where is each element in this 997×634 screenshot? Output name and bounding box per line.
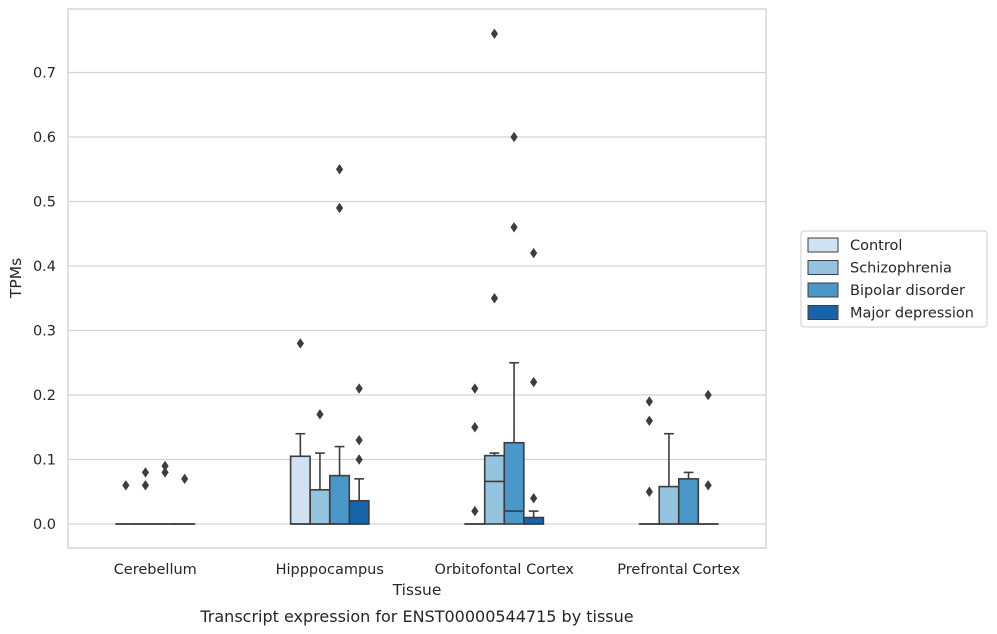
outlier-point bbox=[510, 131, 518, 143]
y-axis-title: TPMs bbox=[7, 258, 25, 299]
box-rect bbox=[658, 485, 680, 525]
outlier-point bbox=[510, 222, 518, 233]
plot-frame bbox=[67, 8, 767, 549]
box-rect bbox=[309, 489, 331, 525]
outlier-point bbox=[471, 505, 479, 517]
box-rect bbox=[523, 516, 545, 525]
outlier-point bbox=[530, 493, 538, 504]
box-group bbox=[134, 467, 156, 525]
outlier-point bbox=[355, 383, 363, 394]
boxes bbox=[115, 28, 719, 525]
box-group bbox=[174, 473, 196, 525]
outlier-point bbox=[335, 202, 344, 214]
outlier-point bbox=[645, 415, 653, 426]
box-group bbox=[289, 338, 311, 525]
outlier-point bbox=[296, 338, 304, 349]
legend-swatch bbox=[807, 282, 839, 298]
y-tick-label: 0.7 bbox=[33, 66, 56, 82]
outlier-point bbox=[161, 460, 169, 472]
legend-label: Bipolar disorder bbox=[850, 283, 965, 299]
legend-label: Control bbox=[850, 238, 902, 254]
outlier-point bbox=[530, 247, 538, 259]
outlier-point bbox=[704, 389, 712, 401]
plot-background bbox=[68, 9, 766, 548]
legend-label: Major depression bbox=[850, 306, 974, 322]
x-tick-label: Cerebellum bbox=[114, 562, 197, 578]
box-group bbox=[348, 383, 370, 525]
outlier-point bbox=[355, 454, 363, 465]
legend-frame bbox=[800, 230, 988, 328]
outlier-point bbox=[355, 434, 363, 446]
box-rect bbox=[483, 454, 506, 525]
y-tick-label: 0.2 bbox=[33, 388, 56, 404]
box-rect bbox=[348, 499, 370, 525]
legend-entries: Control Schizophrenia Bipolar disorder Majo… bbox=[807, 237, 974, 322]
outlier-point bbox=[490, 293, 499, 304]
outlier-point bbox=[161, 467, 169, 478]
box-rect bbox=[328, 474, 351, 525]
box-group bbox=[658, 432, 680, 525]
y-tick-label: 0.1 bbox=[33, 453, 56, 469]
box-rect bbox=[289, 455, 311, 525]
outlier-point bbox=[471, 383, 479, 394]
y-tick-label: 0.3 bbox=[33, 324, 56, 340]
x-tick-label: Hipppocampus bbox=[276, 562, 384, 578]
outlier-point bbox=[141, 480, 150, 491]
y-tick-label: 0.0 bbox=[33, 517, 56, 533]
outlier-point bbox=[181, 473, 189, 485]
y-tick-labels: 0.0 0.1 0.2 0.3 0.4 0.5 0.6 0.7 bbox=[33, 66, 56, 534]
box-group bbox=[697, 389, 719, 525]
x-tick-label: Orbitofontal Cortex bbox=[435, 562, 575, 578]
legend-label: Schizophrenia bbox=[850, 261, 952, 277]
y-tick-label: 0.5 bbox=[33, 195, 56, 211]
y-tick-label: 0.4 bbox=[33, 259, 56, 275]
box-rect bbox=[677, 478, 700, 525]
outlier-point bbox=[704, 480, 712, 491]
outlier-point bbox=[335, 164, 344, 175]
outlier-point bbox=[122, 480, 130, 491]
outlier-point bbox=[645, 486, 653, 497]
outlier-point bbox=[530, 376, 538, 388]
outlier-point bbox=[490, 28, 499, 39]
box-group bbox=[328, 164, 351, 525]
outlier-point bbox=[645, 396, 653, 407]
outlier-point bbox=[471, 422, 479, 433]
box-group bbox=[677, 471, 700, 525]
box-group bbox=[503, 131, 525, 525]
outlier-point bbox=[141, 467, 150, 478]
chart-caption: Transcript expression for ENST0000054471… bbox=[199, 607, 633, 626]
box-group bbox=[154, 460, 176, 525]
grid-lines bbox=[68, 71, 766, 525]
x-tick-label: Prefrontal Cortex bbox=[617, 562, 740, 578]
box-group bbox=[523, 247, 545, 525]
legend-swatch bbox=[807, 260, 839, 275]
outlier-point bbox=[316, 409, 324, 420]
y-tick-label: 0.6 bbox=[33, 130, 56, 146]
legend: Control Schizophrenia Bipolar disorder Majo… bbox=[800, 230, 988, 328]
legend-swatch bbox=[807, 305, 839, 320]
x-tick-labels: Cerebellum Hipppocampus Orbitofontal Corte… bbox=[114, 562, 741, 578]
legend-swatch bbox=[807, 237, 839, 253]
x-axis-title: Tissue bbox=[392, 581, 442, 599]
box-rect bbox=[503, 441, 525, 525]
